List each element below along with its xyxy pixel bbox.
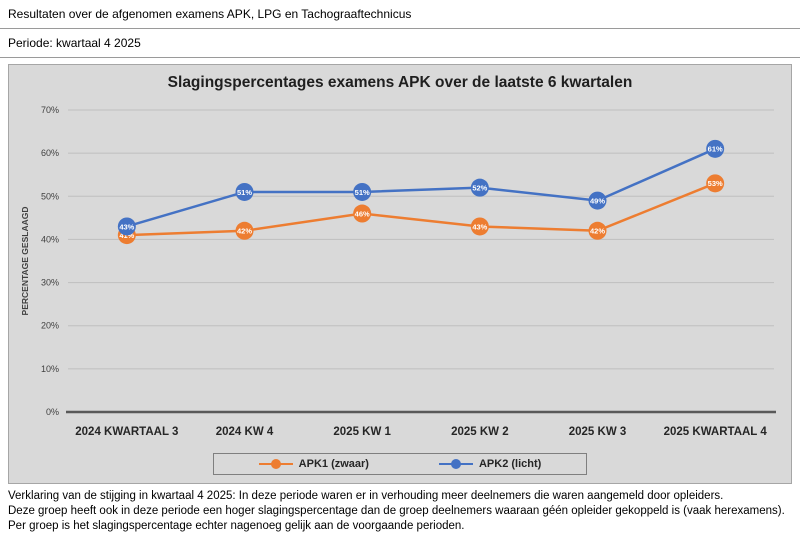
data-point-label: 43% [472,222,487,231]
y-tick-label: 10% [41,364,59,374]
y-tick-label: 30% [41,278,59,288]
data-point-marker [706,139,725,158]
legend-item-apk2[interactable]: APK2 (licht) [438,458,542,470]
category-label: 2025 KW 2 [451,426,509,438]
data-point-label: 51% [237,188,252,197]
data-point-label: 46% [355,209,370,218]
data-point-marker [235,182,254,201]
data-point-label: 42% [590,227,605,236]
category-label: 2024 KW 4 [216,426,274,438]
line-chart-plot-area: 0% 10% 20% 30% 40% 50% 60% 70% PERCENTAGE GESLAA… [20,105,776,438]
data-point-label: 41% [119,231,134,240]
series-line [126,182,716,237]
footnote-line-2: Deze groep heeft ook in deze periode een… [8,505,785,518]
data-point-label: 53% [708,179,723,188]
footnote-line-3: Per groep is het slagingspercentage echt… [8,520,465,533]
y-tick-label: 50% [41,191,59,201]
category-label: 2024 KWARTAAL 3 [75,426,178,438]
footnote-line-1: Verklaring van de stijging in kwartaal 4… [8,490,724,502]
chart-title: Slagingspercentages examens APK over de … [167,74,633,91]
data-point-marker [353,182,372,201]
apk2-series-marker-icon [438,459,473,470]
chart-panel: Slagingspercentages examens APK over de … [8,64,792,484]
apk1-series-marker-icon [258,459,293,470]
data-point-label: 61% [708,145,723,154]
legend-item-apk1[interactable]: APK1 (zwaar) [258,458,369,470]
y-tick-label: 70% [41,105,59,115]
data-point-marker [588,191,607,210]
data-point-label: 43% [119,222,134,231]
y-tick-label: 40% [41,234,59,244]
chart-legend: APK1 (zwaar) APK2 (licht) [212,453,588,475]
legend-label-apk1: APK1 (zwaar) [298,458,369,470]
data-point-label: 51% [355,188,370,197]
y-axis-title: PERCENTAGE GESLAAGD [20,207,30,316]
data-point-marker [117,217,136,236]
y-tick-label: 60% [41,148,59,158]
period-label: Periode: kwartaal 4 2025 [0,29,800,58]
data-point-marker [470,217,489,236]
data-point-label: 49% [590,197,605,206]
legend-label-apk2: APK2 (licht) [478,458,542,470]
data-point-marker [706,174,725,193]
series-line [126,147,716,228]
chart-footnote: Verklaring van de stijging in kwartaal 4… [0,484,800,535]
data-point-marker [353,204,372,223]
data-point-label: 42% [237,227,252,236]
y-tick-label: 0% [46,407,59,417]
category-label: 2025 KW 1 [333,426,391,438]
category-label: 2025 KW 3 [569,426,627,438]
data-point-marker [588,221,607,240]
data-point-label: 52% [472,184,487,193]
y-tick-label: 20% [41,321,59,331]
data-point-marker [470,178,489,197]
data-point-marker [235,221,254,240]
category-label: 2025 KWARTAAL 4 [664,426,768,438]
report-title: Resultaten over de afgenomen examens APK… [0,0,800,29]
